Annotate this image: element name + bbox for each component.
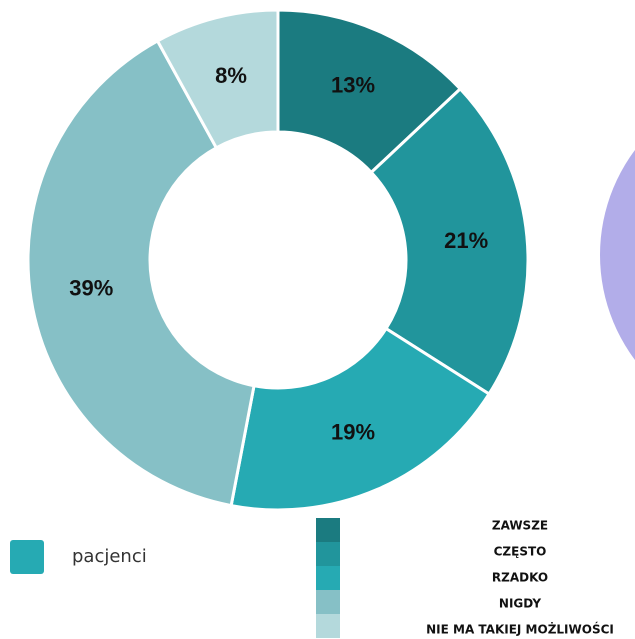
value-label: 8%: [215, 63, 247, 88]
legend-label: RZADKO: [492, 571, 548, 585]
value-label: 39%: [69, 275, 113, 300]
value-label: 19%: [331, 419, 375, 444]
slice: [229, 326, 492, 512]
legend-swatch: [316, 614, 340, 638]
value-label: 13%: [331, 72, 375, 97]
legend-label: NIGDY: [499, 597, 541, 611]
legend-swatch: [316, 518, 340, 542]
slice: [155, 8, 280, 150]
legend-swatch: [316, 542, 340, 566]
legend-label: ZAWSZE: [492, 519, 548, 533]
legend-label: NIE MA TAKIEJ MOŻLIWOŚCI: [426, 622, 614, 637]
series-swatch: [10, 540, 44, 574]
slice: [26, 38, 256, 508]
legend-swatch: [316, 590, 340, 614]
legend-label: CZĘSTO: [494, 545, 547, 559]
series-legend: pacjenci: [72, 546, 147, 567]
value-label: 21%: [444, 228, 488, 253]
decoration: [600, 150, 635, 360]
slice: [369, 86, 530, 397]
legend-swatch: [316, 566, 340, 590]
